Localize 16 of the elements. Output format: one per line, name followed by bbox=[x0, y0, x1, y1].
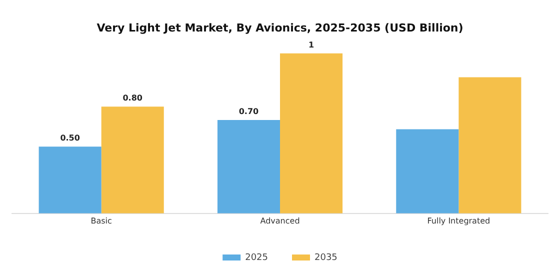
bar bbox=[217, 120, 280, 214]
data-label: 0.50 bbox=[60, 134, 80, 143]
data-label: 0.70 bbox=[238, 107, 260, 116]
x-tick-label: Fully Integrated bbox=[427, 216, 490, 226]
data-label: 0.80 bbox=[122, 94, 143, 103]
bar bbox=[38, 146, 102, 214]
bar bbox=[280, 53, 343, 214]
x-tick-label: Basic bbox=[90, 216, 112, 226]
x-tick-label: Advanced bbox=[260, 216, 300, 226]
bar bbox=[396, 129, 459, 214]
legend-label: 2035 bbox=[314, 252, 338, 263]
chart-title: Very Light Jet Market, By Avionics, 2025-2035 (USD Billion) bbox=[96, 21, 464, 34]
legend-label: 2025 bbox=[245, 252, 268, 263]
data-label: 1 bbox=[308, 40, 314, 50]
bar bbox=[101, 106, 164, 214]
bar bbox=[458, 77, 522, 214]
